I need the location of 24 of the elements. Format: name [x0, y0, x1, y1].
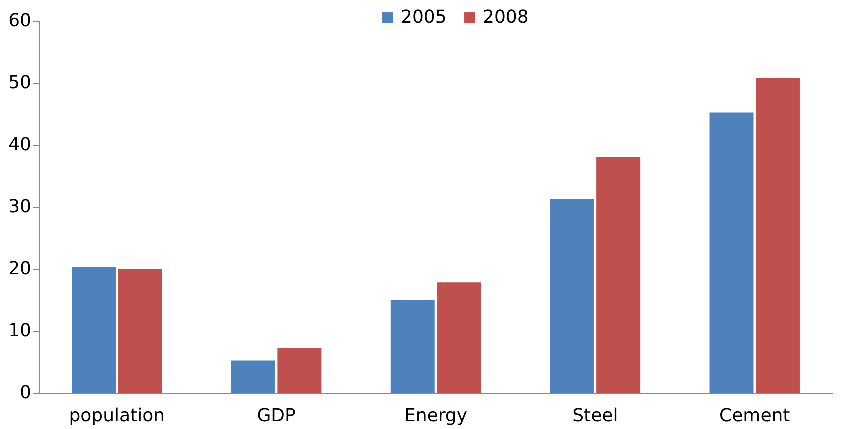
- bar: [550, 200, 594, 393]
- legend-label: 2005: [401, 7, 447, 28]
- y-tick-label: 60: [8, 10, 32, 32]
- bar: [278, 348, 322, 393]
- x-tick-label: GDP: [257, 406, 296, 426]
- bar: [72, 267, 116, 393]
- x-tick-label: population: [69, 406, 166, 426]
- bar: [756, 78, 800, 393]
- bar: [596, 157, 641, 393]
- y-tick-label: 10: [8, 320, 32, 342]
- legend-label: 2008: [483, 7, 529, 28]
- bar: [437, 282, 482, 393]
- bar: [710, 112, 754, 393]
- y-tick-label: 20: [8, 258, 32, 280]
- y-tick-label: 50: [8, 72, 32, 94]
- x-tick-label: Energy: [404, 406, 468, 426]
- bar: [390, 300, 435, 393]
- y-tick-label: 0: [20, 382, 32, 404]
- x-tick-label: Cement: [720, 406, 790, 426]
- bar: [118, 269, 162, 393]
- y-tick-label: 30: [8, 196, 32, 218]
- bar: [231, 360, 276, 393]
- y-tick-label: 40: [8, 134, 32, 156]
- x-tick-label: Steel: [572, 406, 618, 426]
